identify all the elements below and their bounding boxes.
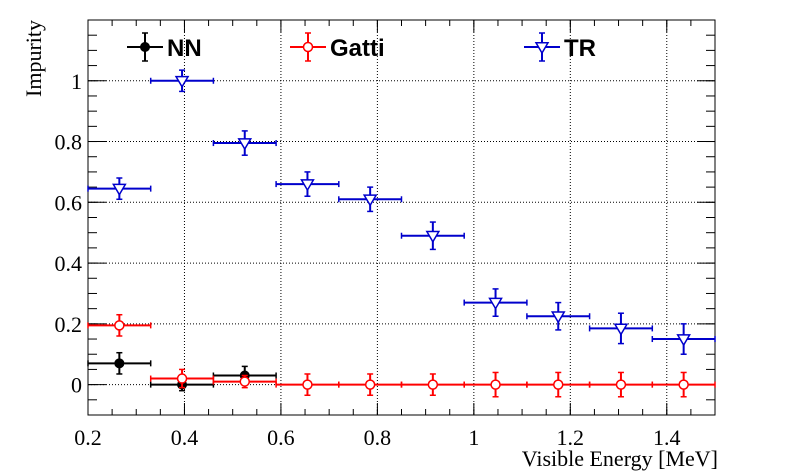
data-point [463,371,528,398]
x-tick-label: 0.6 [267,425,295,450]
data-point-marker [114,320,125,331]
y-tick-label: 0 [71,373,82,398]
data-point-marker [613,323,629,336]
data-point [149,368,215,389]
data-point-marker [237,138,253,151]
data-point [400,221,465,251]
y-tick-label: 0.6 [55,190,83,215]
legend-entry-tr: TR [524,32,596,62]
data-point-marker [678,379,689,390]
x-axis-title: Visible Energy [MeV] [522,446,718,471]
x-tick-label: 0.4 [171,425,199,450]
x-tick-label: 1.2 [557,425,585,450]
data-point [275,373,340,396]
series-tr [87,69,716,355]
data-series [87,69,716,398]
y-tick-label: 0.2 [55,312,83,337]
data-point [212,374,277,389]
data-point-marker [176,373,188,384]
legend-marker [140,42,150,52]
data-point [87,177,152,201]
data-point-marker [676,334,691,347]
x-tick-label: 1.4 [653,425,681,450]
legend-entry-nn: NN [127,32,202,62]
y-tick-label: 1 [71,69,82,94]
data-point-marker [488,297,503,311]
data-point-marker [362,194,378,207]
data-point [588,312,654,345]
legend-marker [534,42,550,55]
data-point-marker [550,311,566,324]
data-point-marker [615,379,627,390]
data-point [149,69,215,93]
data-point-marker [300,179,315,192]
y-axis-title: Impurity [21,20,46,97]
data-point [87,313,152,337]
x-tick-label: 1 [468,425,479,450]
data-point-marker [490,379,501,390]
data-point-marker [425,230,441,244]
data-point [275,171,340,197]
legend-label: NN [167,35,202,62]
y-tick-label: 0.8 [55,130,83,155]
legend-entry-gatti: Gatti [290,32,385,62]
data-point-marker [112,183,127,197]
data-point-marker [302,379,313,390]
y-tick-label: 0.4 [55,251,83,276]
x-tick-label: 0.8 [364,425,392,450]
legend-marker [302,41,314,53]
series-gatti [87,313,716,398]
data-point [338,373,403,396]
data-point-marker [239,376,250,387]
legend-label: Gatti [330,35,385,62]
data-point [212,130,277,156]
data-point [651,371,716,398]
data-point-marker [174,75,190,89]
data-point [400,373,465,396]
data-point [526,301,591,331]
x-tick-label: 0.2 [74,425,102,450]
legend: NN Gatti TR [127,32,596,62]
data-point-marker [553,379,564,390]
data-point [338,186,403,213]
data-point [588,371,654,398]
data-point [463,288,528,317]
data-point [526,371,591,398]
data-point [651,323,716,355]
legend-label: TR [564,35,596,62]
data-point-marker [114,358,125,369]
data-point-marker [364,379,376,390]
axis-ticks: 0.2 0.4 0.6 0.8 1 1.2 1.4 0 0.2 0.4 0.6 0.8 1 [55,19,716,450]
data-point [87,351,152,375]
data-point-marker [427,379,439,390]
